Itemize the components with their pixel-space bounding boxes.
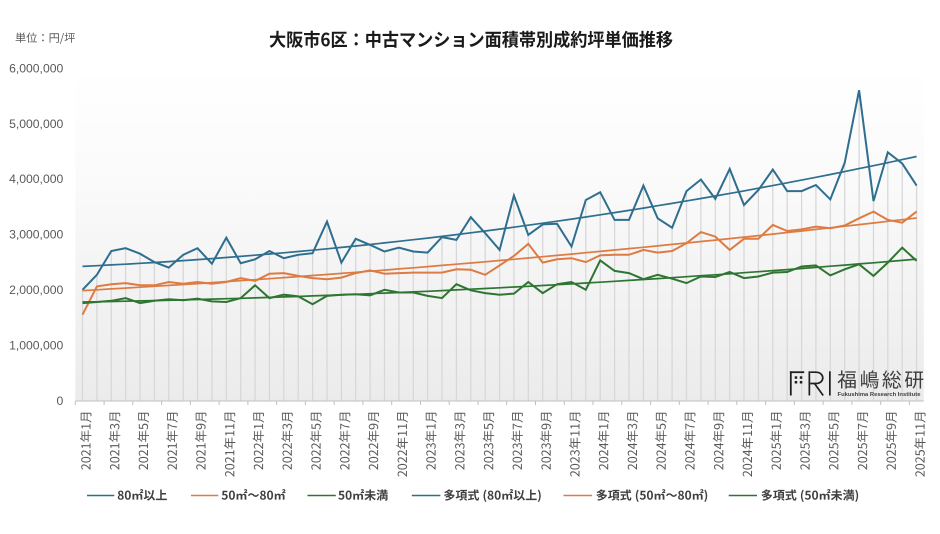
svg-text:0: 0 — [57, 394, 64, 408]
svg-text:4,000,000: 4,000,000 — [9, 172, 63, 186]
svg-text:2,000,000: 2,000,000 — [9, 283, 63, 297]
svg-text:5,000,000: 5,000,000 — [9, 117, 63, 131]
svg-text:6,000,000: 6,000,000 — [9, 61, 63, 75]
svg-text:1,000,000: 1,000,000 — [9, 339, 63, 353]
svg-text:Fukushima Research Institute: Fukushima Research Institute — [838, 392, 922, 398]
svg-text:3,000,000: 3,000,000 — [9, 228, 63, 242]
